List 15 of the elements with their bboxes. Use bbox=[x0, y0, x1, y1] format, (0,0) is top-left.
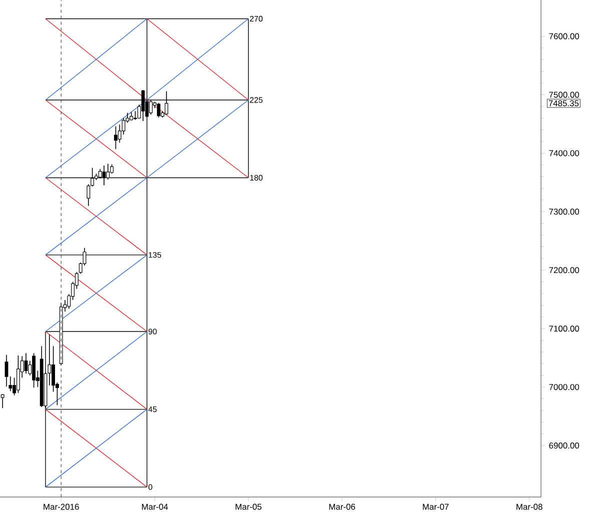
text: 7485.35 bbox=[548, 100, 579, 106]
x-tick-label: Mar-05 bbox=[236, 504, 262, 510]
x-tick-label: Mar-08 bbox=[516, 504, 542, 510]
x-tick-label: Mar-07 bbox=[422, 504, 449, 510]
x-tick-label: Mar-06 bbox=[329, 504, 356, 510]
y-tick-label: 7500.00 bbox=[549, 92, 580, 98]
y-tick-label: 7300.00 bbox=[549, 208, 580, 215]
y-tick-label: 7600.00 bbox=[549, 33, 580, 40]
x-tick-label: Mar-04 bbox=[142, 504, 168, 510]
y-tick-label: 7100.00 bbox=[549, 326, 580, 332]
y-tick-label: 7000.00 bbox=[549, 384, 580, 390]
x-tick-label: Mar-2016 bbox=[44, 504, 79, 510]
y-tick-label: 7400.00 bbox=[549, 150, 580, 156]
y-tick-label: 7200.00 bbox=[549, 267, 580, 274]
y-tick-label: 6900.00 bbox=[549, 442, 580, 449]
